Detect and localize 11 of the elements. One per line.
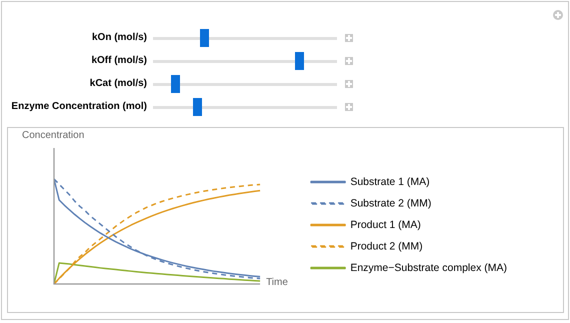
x-axis-title: Time [266, 276, 288, 288]
text: Enzyme Concentration (mol) [11, 100, 147, 114]
text: kOff (mol/s) [91, 54, 147, 68]
legend-label: Product 2 (MM) [350, 240, 423, 252]
text: kOn (mol/s) [92, 31, 147, 45]
legend-label: Substrate 1 (MA) [350, 176, 430, 188]
text: kCat (mol/s) [90, 77, 147, 91]
legend-label: Substrate 2 (MM) [350, 197, 432, 210]
y-axis-title: Concentration [22, 130, 84, 141]
legend-label: Enzyme−Substrate complex (MA) [350, 262, 508, 274]
legend-label: Product 1 (MA) [350, 218, 421, 231]
